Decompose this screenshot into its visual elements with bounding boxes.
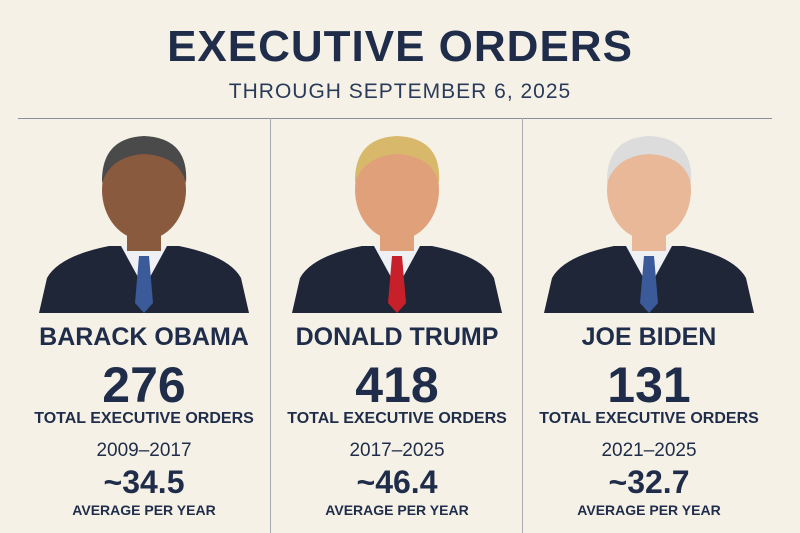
years: 2021–2025 xyxy=(601,440,697,461)
average-label: AVERAGE PER YEAR xyxy=(577,502,721,518)
total-label: TOTAL EXECUTIVE ORDERS xyxy=(34,410,254,427)
average-label: AVERAGE PER YEAR xyxy=(72,502,216,518)
total-label: TOTAL EXECUTIVE ORDERS xyxy=(539,410,759,427)
divider xyxy=(270,118,271,533)
average: ~32.7 xyxy=(608,464,690,500)
divider xyxy=(522,118,523,533)
years: 2009–2017 xyxy=(96,440,192,461)
divider xyxy=(18,118,772,119)
total: 276 xyxy=(102,357,186,413)
name: JOE BIDEN xyxy=(581,323,717,351)
years: 2017–2025 xyxy=(349,440,445,461)
title: EXECUTIVE ORDERS xyxy=(167,22,633,71)
president-column: BARACK OBAMA 276 TOTAL EXECUTIVE ORDERS 200… xyxy=(18,0,270,533)
portrait xyxy=(292,136,502,313)
portrait xyxy=(544,136,754,313)
total-label: TOTAL EXECUTIVE ORDERS xyxy=(287,410,507,427)
average-label: AVERAGE PER YEAR xyxy=(325,502,469,518)
subtitle: THROUGH SEPTEMBER 6, 2025 xyxy=(228,80,572,103)
president-column: JOE BIDEN 131 TOTAL EXECUTIVE ORDERS 2021–2… xyxy=(523,0,775,533)
president-column: DONALD TRUMP 418 TOTAL EXECUTIVE ORDERS 201… xyxy=(271,0,523,533)
total: 418 xyxy=(355,357,439,413)
average: ~34.5 xyxy=(103,464,185,500)
name: BARACK OBAMA xyxy=(39,323,249,351)
total: 131 xyxy=(607,357,691,413)
average: ~46.4 xyxy=(356,464,438,500)
portrait xyxy=(39,136,249,313)
name: DONALD TRUMP xyxy=(295,323,499,351)
